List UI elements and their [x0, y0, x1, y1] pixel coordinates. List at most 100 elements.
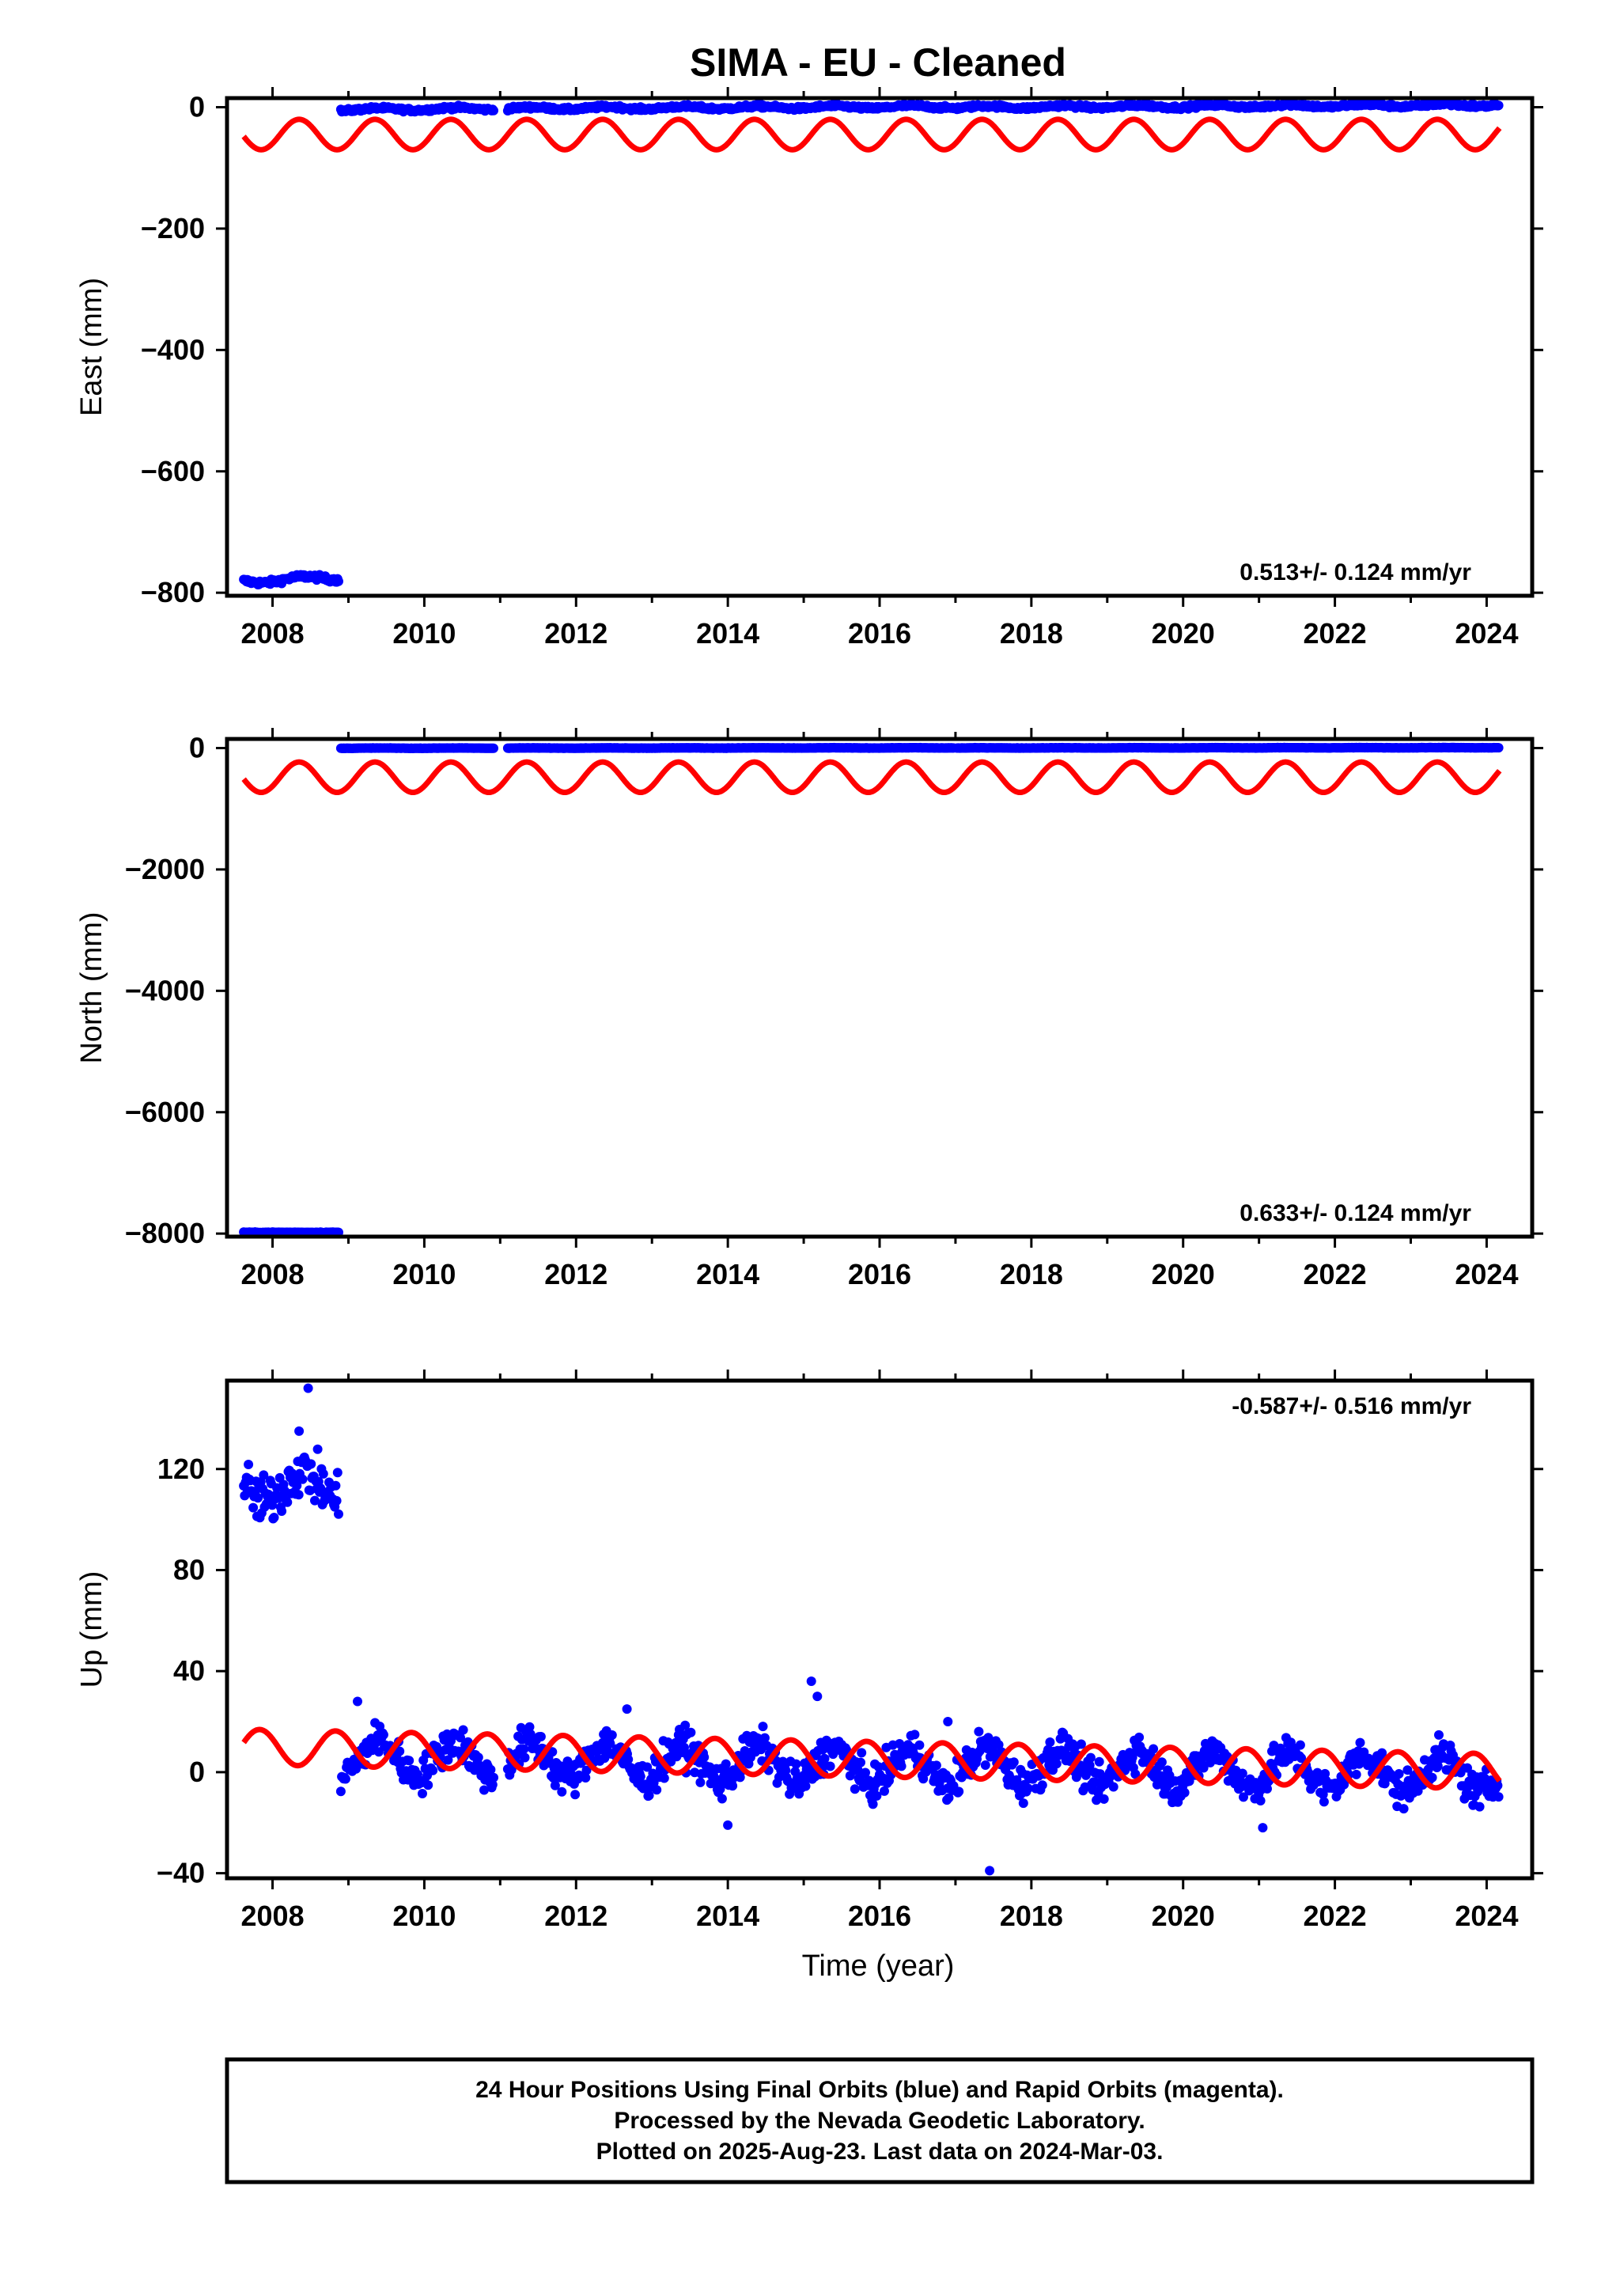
up-data-point	[581, 1773, 591, 1783]
up-data-point	[1351, 1769, 1361, 1779]
up-data-point	[443, 1755, 453, 1765]
up-data-point	[605, 1738, 615, 1749]
up-data-point	[1009, 1757, 1019, 1767]
east-y-axis-title: East (mm)	[75, 278, 108, 416]
east-y-tick-label: −200	[141, 212, 205, 244]
up-data-point	[473, 1752, 483, 1763]
north-x-tick-label: 2014	[696, 1258, 759, 1290]
up-data-point	[1179, 1787, 1190, 1798]
up-data-point	[244, 1460, 254, 1469]
up-x-tick-label: 2018	[1000, 1900, 1063, 1932]
north-data-point	[1493, 743, 1504, 753]
up-outlier-point	[806, 1677, 816, 1686]
up-data-point	[1037, 1780, 1047, 1790]
east-x-tick-label: 2014	[696, 617, 759, 650]
up-data-point	[1045, 1737, 1055, 1747]
up-data-point	[318, 1468, 328, 1479]
up-data-point	[1399, 1804, 1409, 1814]
up-data-point	[428, 1765, 438, 1775]
up-data-point	[479, 1785, 489, 1795]
up-data-point	[1295, 1740, 1305, 1750]
east-x-tick-label: 2024	[1455, 617, 1518, 650]
up-x-tick-label: 2022	[1304, 1900, 1367, 1932]
up-data-point	[557, 1786, 567, 1797]
up-data-point	[896, 1761, 906, 1771]
north-x-tick-label: 2020	[1152, 1258, 1215, 1290]
up-data-point	[931, 1760, 941, 1771]
up-x-tick-label: 2008	[241, 1900, 305, 1932]
up-data-point	[331, 1480, 341, 1491]
up-data-point	[570, 1790, 581, 1800]
north-x-tick-label: 2012	[544, 1258, 607, 1290]
up-data-point	[1094, 1756, 1104, 1767]
north-panel: 0 −2000 −4000 −6000 −8000 2008 2010 2012 2014 201…	[75, 728, 1543, 1290]
north-model-curve	[241, 759, 1502, 795]
up-data-point	[1493, 1792, 1504, 1802]
up-outlier-point	[1258, 1823, 1268, 1833]
chart-title: SIMA - EU - Cleaned	[690, 40, 1066, 85]
up-data-point	[856, 1757, 865, 1767]
up-data-point	[334, 1509, 343, 1519]
up-data-point	[293, 1490, 304, 1500]
caption-line-3: Plotted on 2025-Aug-23. Last data on 202…	[596, 2139, 1164, 2165]
up-outlier-point	[812, 1692, 823, 1702]
caption-line-2: Processed by the Nevada Geodetic Laborat…	[614, 2108, 1145, 2134]
up-data-point	[1493, 1780, 1503, 1790]
east-data-point	[334, 576, 343, 586]
up-y-tick-label: 0	[189, 1756, 205, 1788]
east-model-curve	[241, 116, 1502, 153]
up-x-tick-label: 2014	[696, 1900, 759, 1932]
up-data-point	[1134, 1732, 1145, 1742]
up-data-point	[1434, 1730, 1444, 1740]
north-y-tick-label: −4000	[125, 974, 205, 1006]
up-data-point	[332, 1468, 343, 1478]
up-data-point	[253, 1493, 263, 1503]
up-data-point	[524, 1722, 535, 1732]
east-data-points	[239, 98, 1504, 589]
north-y-axis-title: North (mm)	[75, 911, 108, 1063]
up-data-point	[850, 1784, 860, 1794]
up-data-point	[340, 1774, 350, 1784]
up-data-point	[1394, 1769, 1404, 1779]
up-x-tick-label: 2024	[1455, 1900, 1518, 1932]
up-data-point	[910, 1730, 920, 1740]
up-data-point	[1474, 1802, 1485, 1812]
up-data-point	[282, 1497, 293, 1507]
up-data-point	[699, 1752, 710, 1762]
up-data-point	[378, 1730, 388, 1740]
up-data-point	[306, 1459, 316, 1469]
east-x-tick-label: 2010	[392, 617, 456, 650]
up-x-tick-label: 2012	[544, 1900, 607, 1932]
up-data-point	[954, 1786, 964, 1797]
up-data-point	[825, 1761, 835, 1771]
east-y-tick-label: −800	[141, 576, 205, 608]
up-data-point	[335, 1786, 346, 1797]
up-y-tick-label: 80	[173, 1553, 205, 1586]
up-data-point	[456, 1733, 465, 1743]
north-y-tick-label: −6000	[125, 1096, 205, 1128]
north-y-tick-label: 0	[189, 732, 205, 764]
up-data-point	[1319, 1797, 1329, 1807]
up-data-point	[1051, 1759, 1062, 1769]
up-rate-label: -0.587+/- 0.516 mm/yr	[1232, 1393, 1471, 1419]
up-outlier-point	[353, 1696, 362, 1707]
up-data-point	[312, 1444, 323, 1454]
north-data-points	[239, 742, 1504, 1238]
north-x-tick-label: 2018	[1000, 1258, 1063, 1290]
up-data-point	[418, 1789, 427, 1798]
up-data-point	[487, 1779, 498, 1790]
up-data-point	[581, 1765, 592, 1775]
up-outlier-point	[723, 1820, 733, 1830]
up-data-point	[974, 1726, 984, 1737]
up-data-point	[351, 1764, 361, 1774]
up-data-point	[652, 1785, 662, 1795]
up-data-point	[259, 1470, 269, 1480]
east-x-tick-label: 2018	[1000, 617, 1063, 650]
up-data-point	[607, 1730, 617, 1740]
up-data-point	[331, 1495, 342, 1506]
east-y-tick-label: −400	[141, 333, 205, 366]
up-outlier-point	[622, 1704, 632, 1714]
north-x-tick-label: 2022	[1304, 1258, 1367, 1290]
